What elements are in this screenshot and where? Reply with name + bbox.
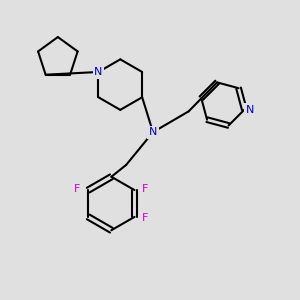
Text: F: F bbox=[142, 213, 148, 224]
Text: F: F bbox=[74, 184, 80, 194]
Text: N: N bbox=[246, 105, 254, 115]
Text: F: F bbox=[142, 184, 148, 194]
Text: N: N bbox=[149, 127, 157, 137]
Text: N: N bbox=[94, 67, 103, 77]
